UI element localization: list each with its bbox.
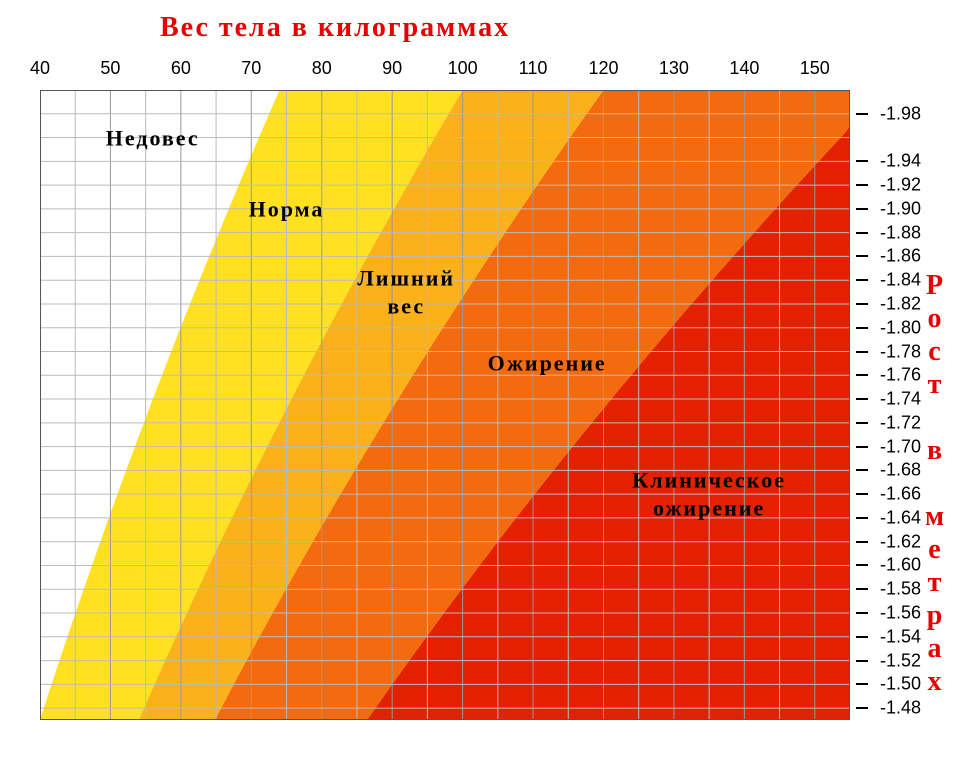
y-tick-mark: [856, 208, 868, 210]
y-tick-label: -1.70: [880, 436, 921, 457]
y-tick-label: -1.58: [880, 579, 921, 600]
region-label: Ожирение: [488, 350, 607, 378]
y-tick-label: -1.56: [880, 603, 921, 624]
x-tick-label: 100: [448, 58, 478, 79]
y-tick-label: -1.98: [880, 103, 921, 124]
y-tick-label: -1.84: [880, 270, 921, 291]
y-tick-mark: [856, 446, 868, 448]
y-tick-mark: [856, 160, 868, 162]
y-tick-mark: [856, 541, 868, 543]
chart-svg-layer: [40, 90, 850, 720]
y-tick-mark: [856, 517, 868, 519]
y-tick-mark: [856, 707, 868, 709]
y-tick-label: -1.52: [880, 650, 921, 671]
y-tick-label: -1.88: [880, 222, 921, 243]
y-tick-label: -1.76: [880, 365, 921, 386]
y-tick-label: -1.78: [880, 341, 921, 362]
y-tick-mark: [856, 564, 868, 566]
y-tick-label: -1.86: [880, 246, 921, 267]
region-label: Норма: [249, 195, 325, 223]
y-tick-label: -1.60: [880, 555, 921, 576]
y-tick-label: -1.50: [880, 674, 921, 695]
y-tick-label: -1.94: [880, 151, 921, 172]
y-tick-label: -1.62: [880, 531, 921, 552]
x-tick-label: 70: [241, 58, 261, 79]
x-tick-label: 50: [100, 58, 120, 79]
y-tick-mark: [856, 113, 868, 115]
y-tick-mark: [856, 303, 868, 305]
y-tick-mark: [856, 493, 868, 495]
y-tick-mark: [856, 612, 868, 614]
y-tick-mark: [856, 660, 868, 662]
y-tick-label: -1.82: [880, 293, 921, 314]
y-tick-mark: [856, 374, 868, 376]
y-tick-mark: [856, 683, 868, 685]
y-tick-label: -1.68: [880, 460, 921, 481]
x-tick-label: 80: [312, 58, 332, 79]
y-tick-mark: [856, 327, 868, 329]
x-tick-label: 140: [729, 58, 759, 79]
y-tick-mark: [856, 279, 868, 281]
y-tick-label: -1.72: [880, 412, 921, 433]
x-axis-title: Вес тела в килограммах: [160, 12, 510, 44]
region-label: Недовес: [106, 124, 200, 152]
y-tick-mark: [856, 636, 868, 638]
chart-plot-area: Недовес Норма Лишнийвес Ожирение Клиническое…: [40, 90, 850, 720]
y-tick-mark: [856, 422, 868, 424]
x-tick-label: 120: [588, 58, 618, 79]
y-tick-mark: [856, 255, 868, 257]
y-tick-mark: [856, 351, 868, 353]
y-tick-mark: [856, 398, 868, 400]
x-tick-label: 150: [800, 58, 830, 79]
x-tick-label: 40: [30, 58, 50, 79]
x-tick-label: 130: [659, 58, 689, 79]
y-tick-label: -1.48: [880, 698, 921, 719]
x-tick-label: 90: [382, 58, 402, 79]
region-label: Клиническоеожирение: [632, 467, 786, 522]
y-tick-mark: [856, 232, 868, 234]
y-tick-label: -1.64: [880, 507, 921, 528]
y-tick-mark: [856, 588, 868, 590]
y-axis-title: Рост в метрах: [918, 270, 950, 699]
y-tick-mark: [856, 184, 868, 186]
y-tick-label: -1.66: [880, 484, 921, 505]
x-tick-label: 110: [519, 58, 548, 79]
y-tick-label: -1.80: [880, 317, 921, 338]
y-tick-label: -1.74: [880, 389, 921, 410]
x-tick-label: 60: [171, 58, 191, 79]
y-tick-label: -1.92: [880, 175, 921, 196]
y-tick-mark: [856, 469, 868, 471]
y-tick-label: -1.54: [880, 626, 921, 647]
region-label: Лишнийвес: [357, 265, 455, 320]
y-tick-label: -1.90: [880, 198, 921, 219]
